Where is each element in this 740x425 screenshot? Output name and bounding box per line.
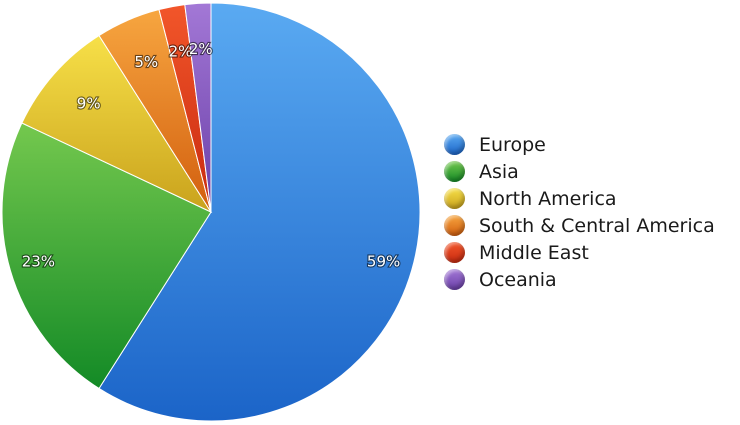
legend-item-north-america: North America xyxy=(444,185,715,212)
legend-swatch xyxy=(444,134,465,155)
value-label-europe: 59% xyxy=(367,253,400,271)
pie-slices xyxy=(1,2,421,422)
legend-item-oceania: Oceania xyxy=(444,266,715,293)
legend-label: Middle East xyxy=(479,241,589,264)
pie-slice-oceania xyxy=(184,2,212,213)
legend-label: Europe xyxy=(479,133,546,156)
legend-label: South & Central America xyxy=(479,214,715,237)
value-label-asia: 23% xyxy=(22,253,55,271)
legend-item-asia: Asia xyxy=(444,158,715,185)
legend-label: Oceania xyxy=(479,268,557,291)
value-label-north-america: 9% xyxy=(77,95,101,113)
legend-label: Asia xyxy=(479,160,519,183)
value-label-oceania: 2% xyxy=(189,40,213,58)
legend-item-south-and-central-america: South & Central America xyxy=(444,212,715,239)
pie-slice-north-america xyxy=(21,34,213,214)
legend-swatch xyxy=(444,269,465,290)
pie-slice-europe xyxy=(98,2,421,422)
legend: Europe Asia North America South & Central A… xyxy=(444,131,715,293)
legend-swatch xyxy=(444,215,465,236)
value-label-middle-east: 2% xyxy=(169,42,193,60)
legend-item-europe: Europe xyxy=(444,131,715,158)
value-label-south-and-central-america: 5% xyxy=(134,53,158,71)
legend-item-middle-east: Middle East xyxy=(444,239,715,266)
legend-label: North America xyxy=(479,187,617,210)
legend-swatch xyxy=(444,242,465,263)
pie-slice-asia xyxy=(1,122,212,390)
legend-swatch xyxy=(444,188,465,209)
pie-value-labels: 59% 23% 9% 5% 2%2% xyxy=(21,39,402,272)
legend-swatch xyxy=(444,161,465,182)
